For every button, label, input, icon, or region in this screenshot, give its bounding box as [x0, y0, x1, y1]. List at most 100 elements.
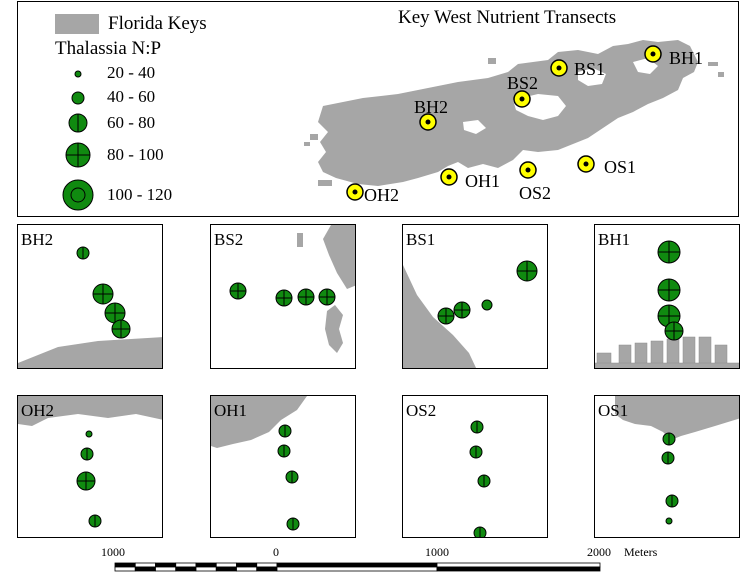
panel-os1: OS1 [594, 395, 740, 538]
site-symbols [437, 260, 538, 325]
legend-symbol-5 [62, 179, 94, 211]
site-symbols [661, 432, 679, 525]
scale-segment [195, 566, 217, 572]
scale-tick-1000-right: 1000 [425, 545, 449, 559]
panel-label-bs2: BS2 [214, 230, 244, 249]
florida-keys-swatch [55, 14, 99, 34]
legend-class-1: 20 - 40 [107, 63, 156, 82]
scale-tick-0: 0 [273, 545, 279, 559]
site-symbol-cross [319, 289, 335, 305]
site-symbol-cross [276, 290, 292, 306]
station-label-bh2: BH2 [414, 97, 449, 117]
site-symbols [657, 240, 684, 341]
site-symbol-cross [658, 279, 680, 301]
site-symbol-cross [438, 308, 454, 324]
scale-segment [215, 566, 237, 572]
scale-segment [155, 562, 177, 568]
station-label-bs1: BS1 [574, 59, 606, 79]
station-marker-dot-bh1 [650, 51, 656, 57]
site-symbol-cross [517, 261, 537, 281]
site-symbol [665, 517, 673, 525]
scale-segment [436, 566, 601, 572]
site-symbol [85, 430, 93, 438]
station-marker-dot-oh1 [446, 174, 452, 180]
station-label-oh1: OH1 [465, 171, 500, 191]
station-label-os1: OS1 [604, 157, 637, 177]
scale-segment [256, 562, 278, 568]
site-symbol [481, 299, 493, 311]
station-label-os2: OS2 [519, 183, 552, 203]
station-marker-dot-bs2 [519, 96, 525, 102]
site-symbols [229, 282, 336, 307]
panel-bs2: BS2 [210, 224, 356, 369]
panel-label-os1: OS1 [598, 401, 629, 420]
panel-label-oh1: OH1 [214, 401, 248, 420]
panel-bs1: BS1 [402, 224, 548, 369]
panel-label-os2: OS2 [406, 401, 437, 420]
panel-label-bs1: BS1 [406, 230, 436, 249]
site-symbol-cross [105, 303, 125, 323]
station-label-oh2: OH2 [364, 185, 399, 205]
legend-symbols [62, 70, 94, 211]
scale-segment [215, 562, 237, 568]
legend-class-2: 40 - 60 [107, 87, 156, 106]
site-symbol-cross [658, 241, 680, 263]
station-marker-dot-bh2 [425, 119, 431, 125]
scale-segment [114, 562, 136, 568]
legend-title: Thalassia N:P [55, 38, 162, 59]
scale-segment [276, 566, 438, 572]
scale-tick-2000: 2000 [587, 545, 611, 559]
legend-class-3: 60 - 80 [107, 113, 156, 132]
scale-segment [256, 566, 278, 572]
panel-label-oh2: OH2 [21, 401, 55, 420]
station-markers [346, 45, 662, 201]
scale-segment [155, 566, 177, 572]
panel-os2: OS2 [402, 395, 548, 538]
overview-svg [304, 40, 724, 201]
site-symbol-cross [298, 289, 314, 305]
station-marker-dot-os1 [583, 161, 589, 167]
site-symbol-cross [454, 302, 470, 318]
scale-segment [195, 562, 217, 568]
scale-segment [236, 562, 258, 568]
scale-segment [134, 566, 156, 572]
scale-segment [276, 562, 438, 568]
site-symbols [76, 430, 102, 528]
legend-land-label: Florida Keys [108, 13, 207, 34]
site-symbol-cross [77, 472, 95, 490]
scale-segment [175, 566, 197, 572]
scale-tick-1000-left: 1000 [101, 545, 125, 559]
panel-oh1: OH1 [210, 395, 356, 538]
panel-label-bh2: BH2 [21, 230, 54, 249]
scale-segment [114, 566, 136, 572]
station-marker-dot-bs1 [556, 65, 562, 71]
legend-symbol-4-mark [66, 143, 90, 167]
station-label-bh1: BH1 [669, 48, 704, 68]
station-label-bs2: BS2 [507, 73, 539, 93]
site-symbols [76, 246, 131, 339]
scale-unit: Meters [624, 545, 658, 559]
station-marker-dot-os2 [525, 167, 531, 173]
site-symbol-cross [665, 322, 683, 340]
overview-map: Key West Nutrient Transects Florida Keys… [17, 1, 739, 217]
legend-symbol-2 [71, 91, 85, 105]
panel-label-bh1: BH1 [598, 230, 631, 249]
scale-segment [236, 566, 258, 572]
site-symbol-cross [112, 320, 130, 338]
site-symbols [277, 424, 300, 531]
panel-oh2: OH2 [17, 395, 163, 538]
legend-class-5: 100 - 120 [107, 185, 173, 204]
panel-bh2: BH2 [17, 224, 163, 369]
map-title: Key West Nutrient Transects [398, 7, 617, 28]
scale-segment [436, 562, 601, 568]
site-symbol-cross [230, 283, 246, 299]
legend-symbol-1 [74, 70, 82, 78]
legend-class-4: 80 - 100 [107, 145, 164, 164]
legend-symbol-5-ring [70, 187, 86, 203]
scale-segment [134, 562, 156, 568]
site-symbol-cross [93, 284, 113, 304]
site-symbols [469, 420, 491, 537]
station-marker-dot-oh2 [352, 189, 358, 195]
panel-bh1: BH1 [594, 224, 740, 369]
scale-segment [175, 562, 197, 568]
